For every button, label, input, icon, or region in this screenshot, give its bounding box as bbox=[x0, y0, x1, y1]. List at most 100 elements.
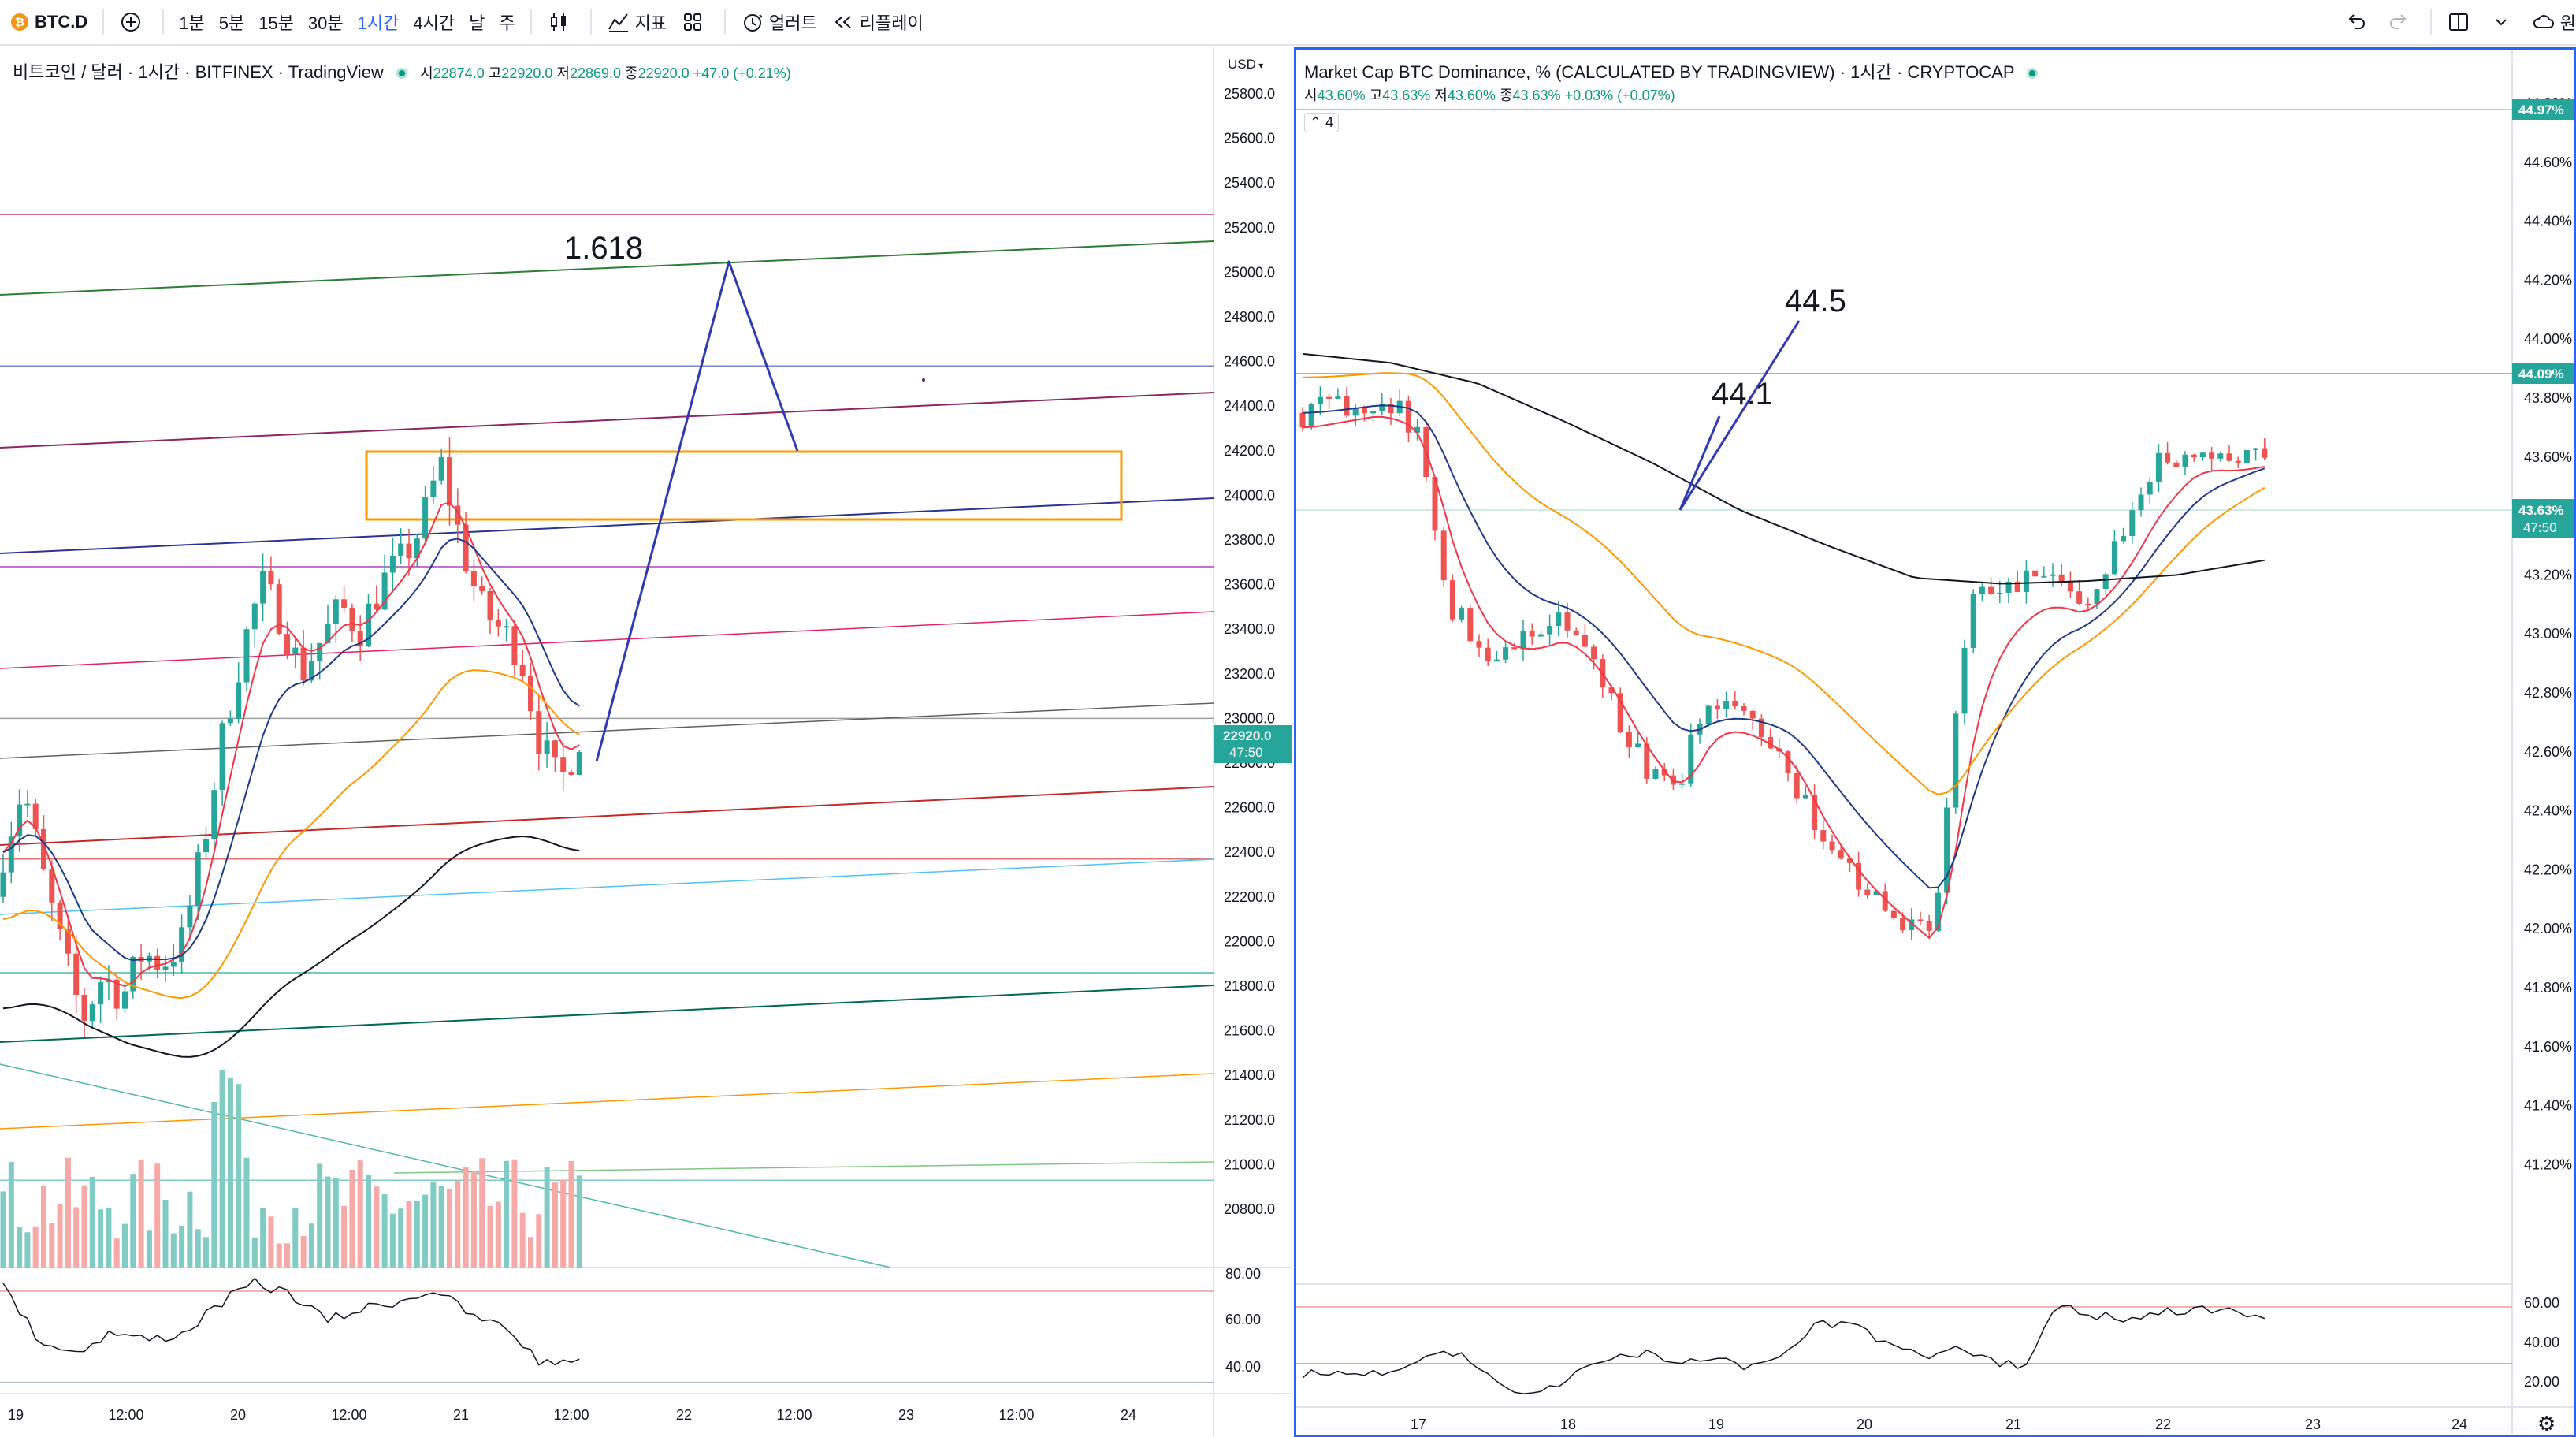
moving-average-line bbox=[1302, 415, 2265, 939]
indicators-button[interactable]: 지표 bbox=[600, 0, 674, 45]
price-tick-label: 24200.0 bbox=[1224, 443, 1275, 459]
left-chart-canvas[interactable]: 1.618 25800.0 25600.0 25400.0 25200.0 25000.0… bbox=[0, 47, 1292, 1437]
price-tick-label: 44.40% bbox=[2524, 214, 2572, 229]
right-chart-canvas[interactable]: 44.144.544.80%44.60%44.40%44.20%44.00%43… bbox=[1296, 50, 2574, 1435]
undo-button[interactable] bbox=[2337, 0, 2380, 45]
volume-bar bbox=[219, 1069, 225, 1268]
interval-1m[interactable]: 1분 bbox=[179, 13, 205, 33]
price-tick-label: 23400.0 bbox=[1224, 621, 1275, 637]
trend-line bbox=[0, 611, 1214, 669]
symbol-search-button[interactable]: ₿ BTC.D bbox=[0, 0, 95, 45]
candle-body bbox=[2102, 574, 2109, 590]
candle-body bbox=[414, 538, 420, 559]
layout-more-button[interactable] bbox=[2482, 0, 2525, 45]
rsi-tick-label: 40.00 bbox=[2524, 1335, 2559, 1350]
volume-bar bbox=[179, 1225, 185, 1268]
resistance-level-value: 44.09% bbox=[2518, 367, 2564, 382]
visibility-eye-icon[interactable] bbox=[2027, 68, 2039, 80]
price-tick-label: 20800.0 bbox=[1224, 1201, 1275, 1217]
volume-bar bbox=[268, 1216, 274, 1268]
candle-body bbox=[1732, 700, 1738, 707]
interval-day[interactable]: 날 bbox=[469, 13, 485, 33]
settings-gear-icon[interactable]: ⚙ bbox=[2537, 1412, 2556, 1435]
alert-button[interactable]: 얼러트 bbox=[734, 0, 824, 45]
price-tick-label: 25200.0 bbox=[1224, 220, 1275, 236]
left-legend-title[interactable]: 비트코인 / 달러 · 1시간 · BITFINEX · TradingView bbox=[13, 62, 384, 82]
time-tick-label: 17 bbox=[1411, 1417, 1426, 1432]
candle-body bbox=[179, 927, 185, 962]
right-chart-pane[interactable]: 44.144.544.80%44.60%44.40%44.20%44.00%43… bbox=[1294, 47, 2576, 1437]
trend-line bbox=[0, 240, 1214, 296]
candle-body bbox=[154, 955, 161, 970]
time-tick-label: 22 bbox=[676, 1407, 692, 1423]
interval-15m[interactable]: 15분 bbox=[258, 13, 294, 33]
candle-body bbox=[2050, 574, 2056, 576]
right-legend-title[interactable]: Market Cap BTC Dominance, % (CALCULATED … bbox=[1304, 62, 2015, 82]
rsi-tick-label: 80.00 bbox=[1225, 1266, 1261, 1282]
volume-bar bbox=[381, 1194, 388, 1268]
candle-body bbox=[1997, 592, 2003, 594]
candle-body bbox=[1459, 608, 1465, 620]
candle-body bbox=[317, 642, 323, 662]
price-tick-label: 41.20% bbox=[2524, 1156, 2572, 1172]
candle-body bbox=[1335, 396, 1341, 399]
visibility-eye-icon[interactable] bbox=[396, 68, 407, 80]
candle-body bbox=[552, 740, 558, 758]
toolbar-divider bbox=[162, 9, 165, 35]
rsi-line bbox=[1302, 1305, 2266, 1394]
candle-body bbox=[1537, 634, 1544, 637]
volume-bar bbox=[398, 1208, 404, 1268]
candle-body bbox=[1670, 775, 1676, 785]
chevron-down-icon: ▾ bbox=[1255, 60, 1264, 71]
candle-body bbox=[1308, 404, 1314, 428]
volume-bar bbox=[17, 1227, 23, 1268]
open-label: 시 bbox=[420, 65, 433, 81]
left-chart-pane[interactable]: 1.618 25800.0 25600.0 25400.0 25200.0 25000.0… bbox=[0, 47, 1292, 1437]
candle-body bbox=[1485, 647, 1491, 662]
volume-bar bbox=[203, 1237, 209, 1268]
volume-bar bbox=[495, 1201, 501, 1268]
compare-add-button[interactable] bbox=[112, 0, 154, 45]
price-tick-label: 21000.0 bbox=[1224, 1156, 1275, 1172]
high-label: 고 bbox=[1369, 87, 1383, 103]
candle-body bbox=[2058, 574, 2065, 582]
candle-body bbox=[1749, 710, 1756, 719]
cut-off-label: 원 bbox=[2559, 13, 2576, 33]
price-tick-label: 43.00% bbox=[2524, 626, 2572, 642]
candle-body bbox=[1802, 795, 1808, 799]
price-tick-label: 41.80% bbox=[2524, 980, 2572, 996]
replay-button[interactable]: 리플레이 bbox=[824, 0, 931, 45]
candle-body bbox=[1688, 734, 1694, 784]
price-tick-label: 24600.0 bbox=[1224, 354, 1275, 370]
currency-selector[interactable]: USD ▾ bbox=[1228, 57, 1263, 73]
volume-bar bbox=[487, 1205, 493, 1268]
volume-bar bbox=[463, 1167, 469, 1268]
candle-body bbox=[2147, 481, 2153, 495]
interval-4h[interactable]: 4시간 bbox=[413, 13, 455, 33]
alert-label: 얼러트 bbox=[769, 13, 817, 33]
candle-body bbox=[1414, 426, 1421, 433]
interval-week[interactable]: 주 bbox=[499, 13, 515, 33]
redo-button[interactable] bbox=[2380, 0, 2422, 45]
price-tick-label: 21400.0 bbox=[1224, 1067, 1275, 1083]
cut-off-menu-item[interactable]: 원 bbox=[2525, 0, 2576, 45]
candle-body bbox=[1449, 580, 1455, 620]
interval-5m[interactable]: 5분 bbox=[218, 13, 245, 33]
templates-button[interactable] bbox=[674, 0, 716, 45]
candle-body bbox=[1520, 630, 1526, 650]
interval-30m[interactable]: 30분 bbox=[307, 13, 344, 33]
layout-button[interactable] bbox=[2440, 0, 2482, 45]
interval-1h[interactable]: 1시간 bbox=[357, 13, 400, 33]
candle-body bbox=[122, 991, 128, 1009]
plus-circle-icon bbox=[121, 13, 141, 32]
countdown-value: 47:50 bbox=[1229, 745, 1263, 760]
chart-type-button[interactable] bbox=[540, 0, 582, 45]
rewind-icon bbox=[835, 16, 851, 28]
indicators-label: 지표 bbox=[634, 13, 667, 33]
candle-body bbox=[1917, 919, 1924, 921]
indicators-collapse-button[interactable]: ⌃ 4 bbox=[1304, 113, 1340, 132]
candle-body bbox=[1705, 705, 1712, 724]
price-tick-label: 22400.0 bbox=[1224, 844, 1275, 860]
candle-body bbox=[560, 757, 567, 772]
volume-bar bbox=[236, 1084, 242, 1268]
